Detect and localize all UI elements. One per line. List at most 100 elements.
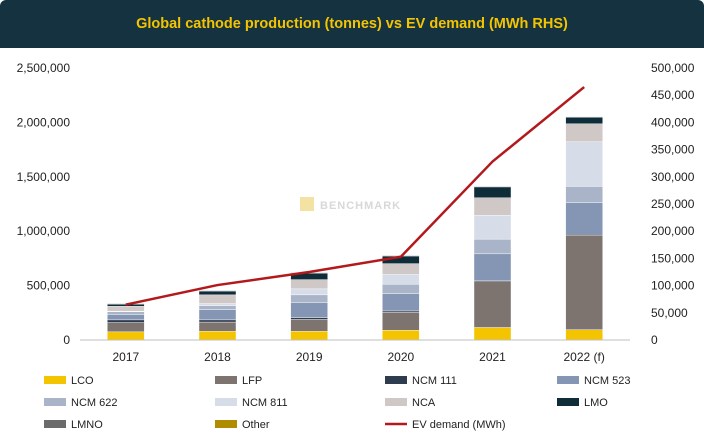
- bar-segment: [107, 311, 145, 315]
- bar-segment: [107, 331, 145, 341]
- legend-label: NCM 622: [71, 397, 117, 409]
- legend-swatch: [44, 398, 66, 406]
- legend-label: NCM 111: [412, 375, 457, 387]
- y-tick-label: 500,000: [27, 279, 71, 293]
- y2-tick-label: 400,000: [651, 115, 695, 129]
- legend-swatch: [44, 376, 66, 384]
- legend-swatch: [44, 420, 66, 428]
- bar-segment: [382, 330, 420, 341]
- bar-segment: [382, 293, 420, 312]
- y2-tick-label: 500,000: [651, 61, 695, 75]
- y-tick-label: 2,000,000: [17, 115, 71, 129]
- bar-stack: [198, 290, 237, 341]
- y-tick-label: 2,500,000: [17, 61, 71, 75]
- y2-tick-label: 150,000: [651, 251, 695, 265]
- x-tick-label: 2019: [296, 350, 323, 364]
- legend-label: NCA: [412, 397, 436, 409]
- legend-swatch: [557, 376, 579, 384]
- bar-segment: [198, 290, 237, 296]
- legend-item: EV demand (MWh): [385, 419, 506, 431]
- bar-segment: [290, 331, 328, 341]
- legend-label: LMNO: [71, 419, 103, 431]
- bar-segment: [473, 186, 512, 198]
- bar-segment: [290, 317, 328, 320]
- bar-stack: [565, 116, 603, 341]
- bar-segment: [565, 117, 603, 125]
- ev-demand-line: [125, 86, 585, 306]
- bar-segment: [107, 322, 145, 333]
- y-tick-label: 1,000,000: [17, 224, 71, 238]
- bar-segment: [382, 284, 420, 294]
- bar-segment: [290, 279, 328, 290]
- benchmark-watermark: BENCHMARK: [300, 197, 401, 212]
- bar-segment: [565, 329, 603, 341]
- legend-item: NCM 523: [557, 375, 630, 387]
- bar-segment: [290, 294, 328, 303]
- bar-segment: [565, 186, 603, 203]
- x-tick-label: 2018: [204, 350, 231, 364]
- legend-label: Other: [242, 419, 270, 431]
- bar-stack: [473, 186, 512, 341]
- bar-segment: [473, 186, 512, 188]
- bar-segment: [198, 305, 237, 310]
- bar-segment: [107, 319, 145, 323]
- bar-segment: [290, 288, 328, 296]
- bar-segment: [198, 331, 237, 341]
- chart-title: Global cathode production (tonnes) vs EV…: [136, 16, 568, 32]
- bar-stack: [107, 303, 145, 341]
- bar-segment: [382, 263, 420, 275]
- legend-swatch: [215, 376, 237, 384]
- legend-item: LCO: [44, 375, 94, 387]
- x-tick-label: 2021: [479, 350, 506, 364]
- legend-label: EV demand (MWh): [412, 419, 506, 431]
- bar-segment: [565, 141, 603, 187]
- legend-item: NCA: [385, 397, 436, 409]
- y2-tick-label: 50,000: [651, 306, 688, 320]
- bar-segment: [382, 312, 420, 331]
- legend-item: NCM 111: [385, 375, 457, 387]
- bar-segment: [198, 294, 237, 304]
- svg-text:BENCHMARK: BENCHMARK: [320, 200, 401, 212]
- bar-segment: [565, 202, 603, 235]
- legend-item: LMO: [557, 397, 608, 409]
- bar-segment: [565, 123, 603, 142]
- legend-swatch: [215, 420, 237, 428]
- x-tick-label: 2020: [387, 350, 414, 364]
- bar-segment: [473, 281, 512, 328]
- legend-label: LFP: [242, 375, 262, 387]
- y2-tick-label: 200,000: [651, 224, 695, 238]
- legend-swatch: [385, 376, 407, 384]
- bar-segment: [473, 238, 512, 255]
- bar-segment: [198, 290, 237, 292]
- legend-label: LMO: [584, 397, 608, 409]
- bar-stack: [290, 272, 328, 341]
- bar-segment: [473, 215, 512, 240]
- bar-stack: [382, 255, 420, 341]
- y2-tick-label: 450,000: [651, 88, 695, 102]
- legend-item: LMNO: [44, 419, 103, 431]
- legend-item: LFP: [215, 375, 262, 387]
- legend-label: NCM 811: [242, 397, 288, 409]
- bar-segment: [198, 309, 237, 321]
- chart-title-bar: Global cathode production (tonnes) vs EV…: [0, 0, 704, 48]
- bar-segment: [198, 319, 237, 323]
- y-tick-label: 0: [63, 333, 70, 347]
- legend-label: LCO: [71, 375, 94, 387]
- bar-segment: [107, 306, 145, 312]
- bar-segment: [473, 253, 512, 281]
- bar-segment: [198, 321, 237, 332]
- bar-segment: [290, 302, 328, 318]
- y2-tick-label: 300,000: [651, 170, 695, 184]
- bar-segment: [473, 197, 512, 216]
- legend-swatch: [557, 398, 579, 406]
- legend-item: NCM 811: [215, 397, 288, 409]
- y2-tick-label: 250,000: [651, 197, 695, 211]
- bar-segment: [565, 235, 603, 330]
- bar-segment: [107, 314, 145, 321]
- legend-item: NCM 622: [44, 397, 117, 409]
- x-tick-label: 2022 (f): [563, 350, 604, 364]
- legend-swatch: [385, 398, 407, 406]
- x-tick-label: 2017: [112, 350, 139, 364]
